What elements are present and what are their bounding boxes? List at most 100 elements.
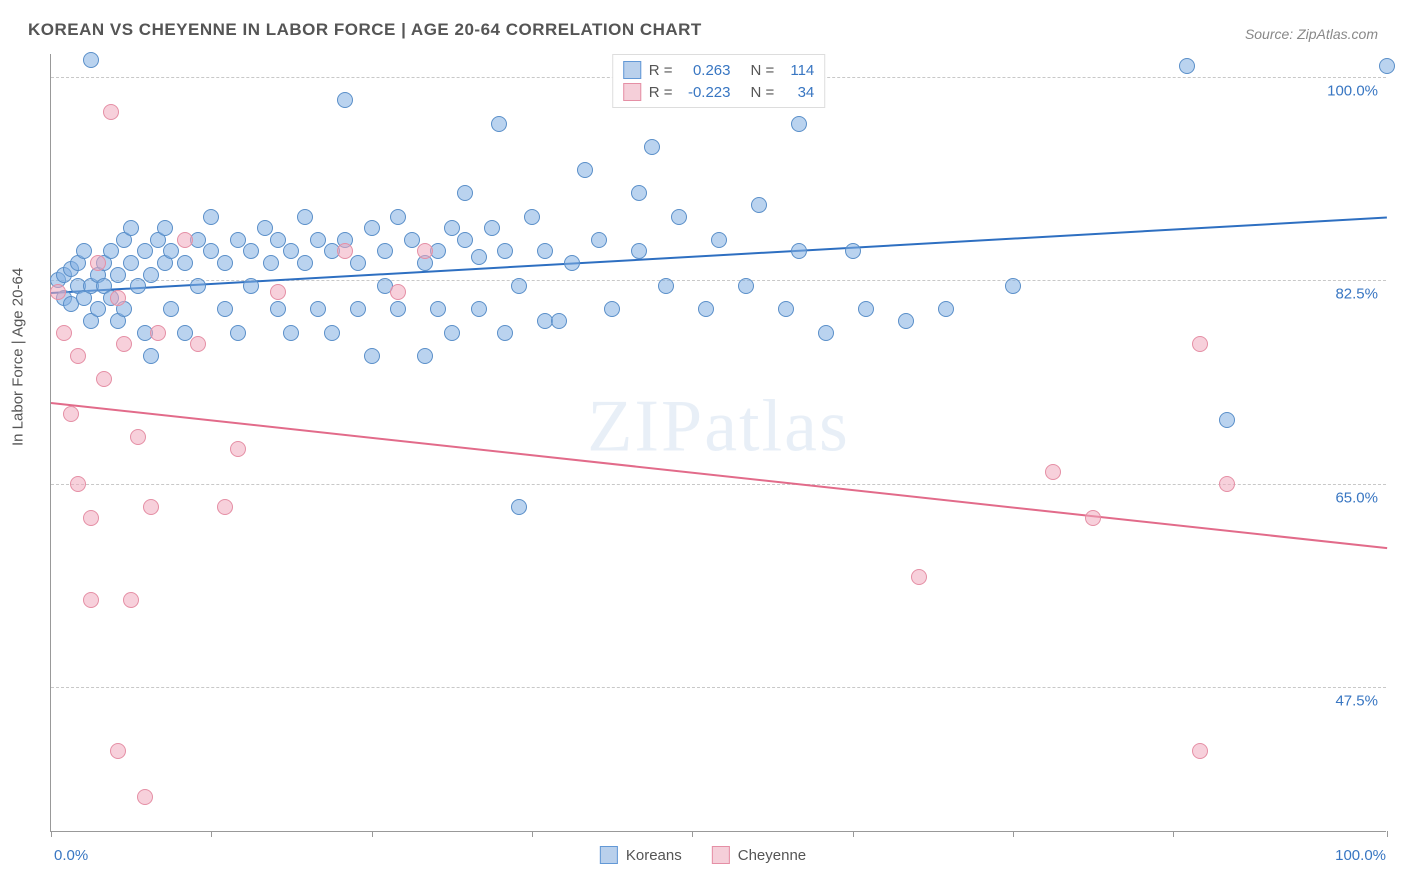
y-tick-label: 100.0%: [1327, 83, 1378, 100]
scatter-point: [738, 278, 754, 294]
scatter-point: [116, 336, 132, 352]
scatter-point: [56, 325, 72, 341]
scatter-point: [203, 209, 219, 225]
scatter-point: [471, 249, 487, 265]
scatter-point: [270, 301, 286, 317]
scatter-point: [163, 301, 179, 317]
scatter-point: [631, 185, 647, 201]
scatter-point: [123, 592, 139, 608]
scatter-point: [270, 284, 286, 300]
scatter-point: [230, 232, 246, 248]
scatter-point: [123, 220, 139, 236]
scatter-point: [791, 116, 807, 132]
x-tick: [211, 831, 212, 837]
legend-series-item: Cheyenne: [712, 846, 806, 864]
scatter-point: [110, 290, 126, 306]
scatter-point: [83, 510, 99, 526]
legend-r-label: R =: [649, 84, 673, 101]
trend-line: [51, 402, 1387, 549]
scatter-point: [130, 278, 146, 294]
scatter-point: [1085, 510, 1101, 526]
gridline: [51, 687, 1386, 688]
scatter-point: [604, 301, 620, 317]
scatter-point: [310, 301, 326, 317]
scatter-point: [263, 255, 279, 271]
legend-swatch: [712, 846, 730, 864]
chart-source: Source: ZipAtlas.com: [1245, 26, 1378, 42]
scatter-point: [1192, 743, 1208, 759]
scatter-point: [1045, 464, 1061, 480]
scatter-point: [63, 406, 79, 422]
scatter-point: [818, 325, 834, 341]
scatter-point: [90, 301, 106, 317]
scatter-point: [337, 243, 353, 259]
scatter-point: [911, 569, 927, 585]
scatter-point: [190, 278, 206, 294]
scatter-point: [50, 284, 66, 300]
scatter-point: [217, 301, 233, 317]
x-tick: [853, 831, 854, 837]
scatter-point: [524, 209, 540, 225]
scatter-point: [791, 243, 807, 259]
scatter-point: [698, 301, 714, 317]
scatter-point: [350, 255, 366, 271]
scatter-point: [110, 267, 126, 283]
scatter-point: [577, 162, 593, 178]
legend-series-label: Koreans: [626, 847, 682, 864]
scatter-point: [390, 284, 406, 300]
scatter-point: [377, 243, 393, 259]
scatter-point: [845, 243, 861, 259]
scatter-point: [457, 232, 473, 248]
scatter-point: [417, 348, 433, 364]
scatter-point: [90, 255, 106, 271]
scatter-point: [130, 429, 146, 445]
x-tick: [1173, 831, 1174, 837]
y-tick-label: 82.5%: [1335, 286, 1378, 303]
scatter-point: [751, 197, 767, 213]
scatter-point: [390, 301, 406, 317]
scatter-point: [230, 325, 246, 341]
scatter-point: [190, 336, 206, 352]
scatter-point: [337, 92, 353, 108]
legend-correlation-row: R =0.263N =114: [623, 59, 815, 81]
scatter-point: [283, 325, 299, 341]
scatter-point: [1379, 58, 1395, 74]
scatter-point: [778, 301, 794, 317]
scatter-point: [658, 278, 674, 294]
scatter-point: [417, 243, 433, 259]
scatter-point: [177, 325, 193, 341]
legend-r-value: -0.223: [681, 84, 731, 101]
legend-swatch: [623, 61, 641, 79]
scatter-point: [858, 301, 874, 317]
scatter-point: [1192, 336, 1208, 352]
scatter-point: [137, 243, 153, 259]
x-axis-max-label: 100.0%: [1335, 847, 1386, 864]
scatter-point: [257, 220, 273, 236]
scatter-point: [364, 220, 380, 236]
scatter-point: [1179, 58, 1195, 74]
scatter-point: [217, 255, 233, 271]
scatter-point: [1219, 476, 1235, 492]
scatter-point: [137, 789, 153, 805]
scatter-point: [364, 348, 380, 364]
scatter-point: [96, 371, 112, 387]
scatter-point: [444, 220, 460, 236]
scatter-point: [123, 255, 139, 271]
plot-area: ZIPatlas R =0.263N =114R =-0.223N =34 47…: [50, 54, 1386, 832]
x-tick: [532, 831, 533, 837]
watermark: ZIPatlas: [587, 384, 850, 469]
x-tick: [51, 831, 52, 837]
scatter-point: [243, 278, 259, 294]
legend-n-label: N =: [751, 62, 775, 79]
chart-title: KOREAN VS CHEYENNE IN LABOR FORCE | AGE …: [28, 20, 702, 40]
legend-series: Koreans Cheyenne: [600, 846, 806, 864]
scatter-point: [157, 220, 173, 236]
scatter-point: [150, 325, 166, 341]
scatter-point: [511, 499, 527, 515]
legend-r-value: 0.263: [681, 62, 731, 79]
legend-swatch: [600, 846, 618, 864]
legend-n-value: 34: [782, 84, 814, 101]
y-axis-title: In Labor Force | Age 20-64: [10, 268, 27, 446]
scatter-point: [230, 441, 246, 457]
scatter-point: [1219, 412, 1235, 428]
